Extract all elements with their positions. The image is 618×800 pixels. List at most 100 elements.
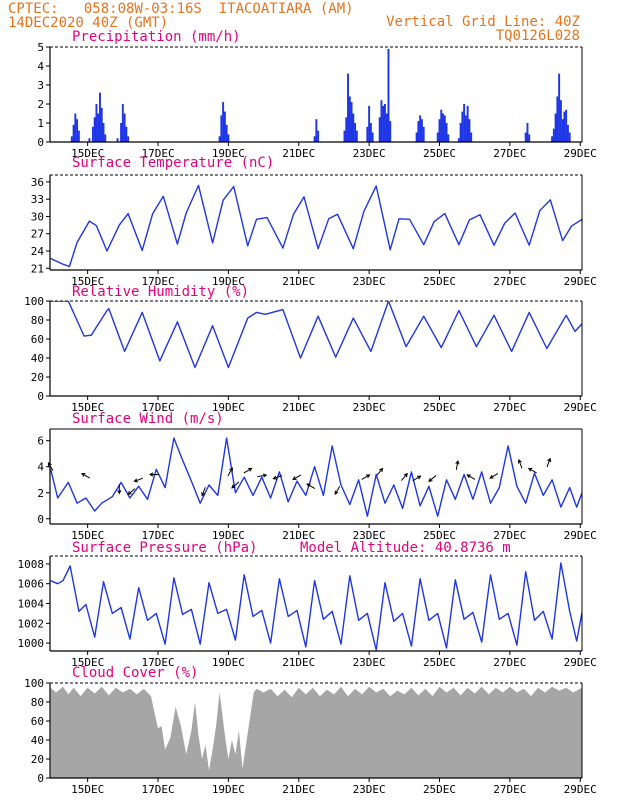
precip-x-tick-label: 17DEC <box>141 147 174 160</box>
wind-arrow-shaft <box>361 474 370 480</box>
precip-bar <box>389 121 392 142</box>
precip-title: Precipitation (mm/h) <box>72 29 241 45</box>
wind-direction-arrow <box>201 487 206 497</box>
precip-bar <box>463 104 466 142</box>
precip-bar <box>438 119 441 142</box>
precip-bar <box>345 117 348 142</box>
rh-y-tick-label: 40 <box>31 352 44 365</box>
precip-bar <box>415 132 418 142</box>
wind-direction-arrow <box>527 467 537 474</box>
wind-x-tick-label: 17DEC <box>141 529 174 542</box>
precip-bar <box>127 136 130 142</box>
precip-x-tick-label: 25DEC <box>423 147 456 160</box>
cloud-y-tick-label: 80 <box>31 696 44 709</box>
wind-arrow-shaft <box>273 475 283 480</box>
precip-bar <box>70 136 73 142</box>
temp-x-tick-label: 19DEC <box>212 275 245 288</box>
wind-direction-arrow <box>334 486 341 495</box>
rh-x-tick-label: 23DEC <box>353 401 386 414</box>
wind-arrow-shaft <box>81 473 91 479</box>
precip-bar <box>368 105 371 142</box>
precip-bar <box>457 138 460 142</box>
wind-y-tick-label: 2 <box>37 487 44 500</box>
rh-panel: Relative Humidity (%) 0 20 40 60 80 100 15DEC 17… <box>24 284 597 414</box>
wind-arrow-shaft <box>227 467 233 477</box>
precip-bar <box>225 124 228 142</box>
wind-arrow-shaft <box>489 473 499 479</box>
precip-bar <box>76 119 79 142</box>
pressure-y-tick-label: 1006 <box>18 578 45 591</box>
precip-bar <box>378 117 381 142</box>
precip-bar <box>125 126 128 142</box>
precip-x-tick-label: 21DEC <box>282 147 315 160</box>
precip-bar <box>369 123 372 142</box>
precip-bar <box>419 115 422 142</box>
precip-bar <box>371 132 374 142</box>
wind-arrow-shaft <box>401 473 408 481</box>
precip-bar <box>102 123 105 142</box>
wind-arrow-head <box>81 473 86 477</box>
precip-y-tick-label: 1 <box>37 117 44 130</box>
cloud-x-tick-label: 23DEC <box>353 783 386 796</box>
wind-x-tick-label: 21DEC <box>282 529 315 542</box>
precip-bar <box>526 123 529 142</box>
wind-arrow-head <box>527 467 533 472</box>
rh-y-tick-label: 20 <box>31 371 44 384</box>
precip-bar <box>104 134 107 142</box>
wind-title: Surface Wind (m/s) <box>72 411 224 427</box>
precip-bar <box>568 132 571 142</box>
precip-bar <box>565 109 568 142</box>
precip-bar <box>383 104 386 142</box>
header-station: CPTEC: 058:08W-03:16S ITACOATIARA (AM) <box>8 1 354 17</box>
rh-marks <box>50 301 582 369</box>
model-altitude-label: Model Altitude: 40.8736 m <box>300 540 511 556</box>
cloud-marks <box>50 686 582 778</box>
cloud-y-tick-label: 100 <box>24 677 44 690</box>
wind-arrow-head <box>306 483 311 488</box>
rh-line <box>50 301 582 369</box>
cloud-x-tick-label: 27DEC <box>493 783 526 796</box>
wind-direction-arrow <box>81 473 91 479</box>
rh-x-tick-label: 19DEC <box>212 401 245 414</box>
precip-bar <box>558 73 561 142</box>
temp-x-tick-label: 21DEC <box>282 275 315 288</box>
temp-x-tick-label: 25DEC <box>423 275 456 288</box>
precip-y-tick-label: 5 <box>37 41 44 54</box>
precip-bar <box>350 102 353 142</box>
precip-bar <box>436 132 439 142</box>
rh-y-tick-label: 60 <box>31 333 44 346</box>
rh-x-tick-label: 27DEC <box>493 401 526 414</box>
wind-arrow-shaft <box>292 474 302 480</box>
wind-arrow-head <box>379 467 384 473</box>
precip-bar <box>120 123 123 142</box>
precip-bar <box>93 117 96 142</box>
wind-arrow-head <box>229 467 233 472</box>
wind-arrow-shaft <box>134 477 144 482</box>
precip-bar <box>559 100 562 142</box>
precip-bar <box>422 126 425 142</box>
rh-x-tick-label: 29DEC <box>564 401 597 414</box>
cloud-y-tick-label: 40 <box>31 734 44 747</box>
temp-y-tick-label: 36 <box>31 176 44 189</box>
pressure-x-tick-label: 25DEC <box>423 656 456 669</box>
precip-bar <box>461 111 464 142</box>
precip-x-tick-label: 29DEC <box>564 147 597 160</box>
precip-bar <box>97 113 100 142</box>
temp-marks <box>50 184 582 268</box>
wind-x-tick-label: 15DEC <box>71 529 104 542</box>
wind-x-tick-label: 23DEC <box>353 529 386 542</box>
precip-bar <box>347 73 349 142</box>
precip-bar <box>123 113 126 142</box>
wind-arrow-head <box>489 474 494 479</box>
rh-y-tick-label: 0 <box>37 390 44 403</box>
precip-bar <box>348 96 351 142</box>
wind-arrow-shaft <box>334 486 341 495</box>
wind-arrow-shaft <box>455 460 459 470</box>
precip-bar <box>528 134 531 142</box>
temp-x-tick-label: 29DEC <box>564 275 597 288</box>
pressure-x-tick-label: 29DEC <box>564 656 597 669</box>
header-datetime: 14DEC2020 40Z (GMT) <box>8 15 168 31</box>
precip-bar <box>72 124 75 142</box>
wind-arrow-shaft <box>257 474 267 478</box>
